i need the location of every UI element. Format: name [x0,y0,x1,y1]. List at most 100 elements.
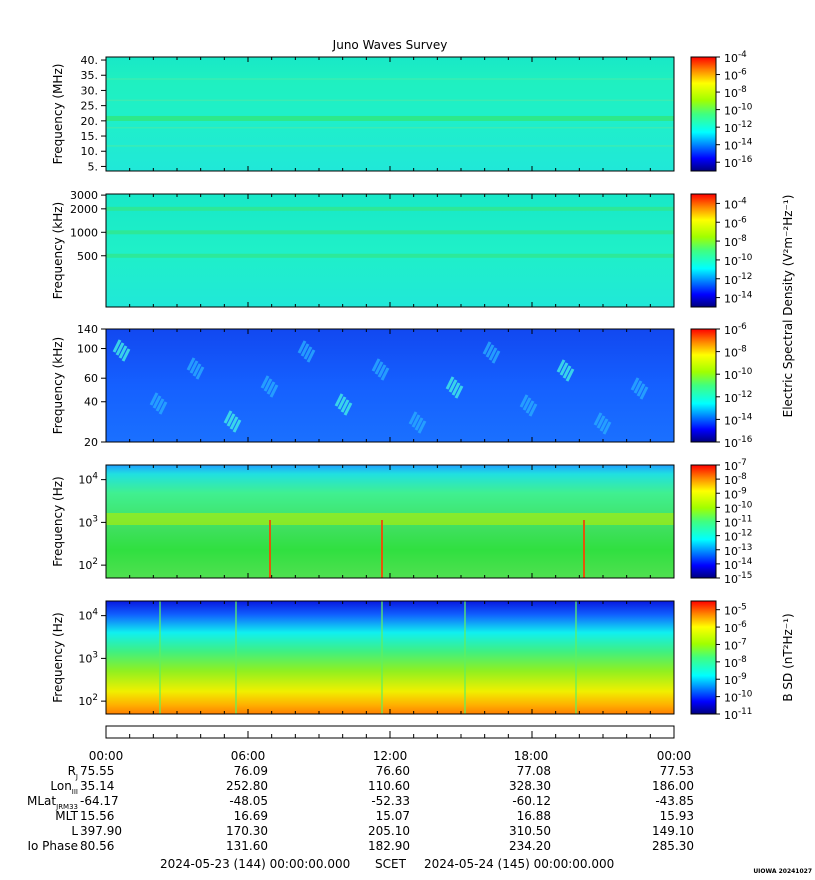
y-tick-label: 104 [78,608,98,623]
ephemeris-value: 205.10 [368,824,410,838]
ephemeris-value: 16.88 [517,809,551,823]
y-tick-label: 102 [78,557,98,572]
colorbar-tick-label: 10-12 [724,120,752,135]
y-tick-label: 2000 [70,203,98,216]
y-tick-label: 30. [81,84,99,97]
colorbar-tick-label: 10-7 [724,637,747,652]
panel-texture [112,339,649,435]
y-tick-label: 500 [77,250,98,263]
panel-heatmap [106,194,674,307]
ephemeris-value: -43.85 [655,794,694,808]
y-tick-label: 20. [81,115,99,128]
colorbar-tick-label: 10-6 [724,215,747,230]
footer-stamp: UIOWA 20241027 [753,868,812,875]
colorbar-tick-label: 10-10 [724,103,753,118]
ephemeris-row-label: RJ [68,764,78,781]
y-tick-label: 5. [88,160,99,173]
colorbar-tick-label: 10-14 [724,291,753,306]
y-axis-label: Frequency (Hz) [51,476,65,567]
colorbar-tick-label: 10-6 [724,68,747,83]
y-tick-label: 35. [81,69,99,82]
colorbar-tick-label: 10-4 [724,50,747,65]
colorbar-gradient [690,600,717,715]
colorbar-tick-label: 10-7 [724,458,747,473]
ephemeris-value: 131.60 [226,839,268,853]
ephemeris-value: 15.56 [80,809,114,823]
ephemeris-row-label: LonIII [50,779,78,796]
colorbar: 10-5 10-6 10-7 10-8 10-9 10-10 10-11 [690,600,753,722]
ephemeris-row-label: MLatJRM33 [27,794,78,811]
panel-heatmap [106,57,674,171]
ephemeris-value: 310.50 [509,824,551,838]
colorbar-gradient [690,328,717,443]
y-tick-label: 140 [77,323,98,336]
spectrogram-panel-3: 20 40 60 100 140 Frequency (kHz) 10-6 10-8 10-10… [51,322,753,450]
y-tick-label: 60 [84,372,98,385]
footer-scet: SCET [375,857,407,871]
figure-title: Juno Waves Survey [332,38,448,52]
colorbar: 10-4 10-6 10-8 10-10 10-12 10-14 [690,193,753,308]
ephemeris-value: 75.55 [80,764,114,778]
panel-texture [159,601,577,714]
y-axis-label: Frequency (kHz) [51,337,65,434]
colorbar-tick-label: 10-10 [724,500,753,515]
colorbar-tick-label: 10-8 [724,85,747,100]
y-tick-label: 15. [81,130,99,143]
colorbar-tick-label: 10-9 [724,486,747,501]
colorbar-tick-label: 10-11 [724,707,752,722]
colorbar-tick-label: 10-10 [724,367,753,382]
ephemeris-value: 170.30 [226,824,268,838]
time-label: 00:00 [89,749,124,763]
colorbar-tick-label: 10-12 [724,529,752,544]
ephemeris-value: 397.90 [80,824,122,838]
y-tick-label: 10. [81,145,99,158]
colorbar-tick-label: 10-8 [724,345,747,360]
y-tick-label: 100 [77,343,98,356]
ephemeris-row-label: Io Phase [27,839,78,853]
colorbar: 10-4 10-6 10-8 10-10 10-12 10-14 10-16 [690,50,753,172]
panel-heatmap [106,329,674,442]
ephemeris-value: 182.90 [368,839,410,853]
ephemeris-value: 35.14 [80,779,114,793]
panel-heatmap [106,601,674,714]
colorbar-tick-label: 10-13 [724,543,752,558]
colorbar-tick-label: 10-16 [724,435,753,450]
ephemeris-value: 76.09 [234,764,268,778]
colorbar: 10-6 10-8 10-10 10-12 10-14 10-16 [690,322,753,450]
ephemeris-value: 149.10 [652,824,694,838]
spectrogram-panels: 5. 10. 15. 20. 25. 30. 35. 40. Frequency (MHz) 10… [51,50,795,722]
colorbar-tick-label: 10-6 [724,620,747,635]
colorbar-tick-label: 10-5 [724,603,747,618]
colorbar-tick-label: 10-8 [724,472,747,487]
colorbar-gradient [690,56,717,172]
colorbar-tick-label: 10-6 [724,322,747,337]
y-tick-label: 40. [81,54,99,67]
shared-colorbar-label: Electric Spectral Density (V²m⁻²Hz⁻¹) [781,195,795,418]
time-label: 12:00 [373,749,408,763]
colorbar-tick-label: 10-14 [724,412,753,427]
panel-texture [106,206,674,258]
panel-texture [106,78,674,147]
y-tick-label: 3000 [70,189,98,202]
y-tick-label: 40 [84,396,98,409]
colorbar: 10-710-810-910-1010-1110-1210-1310-1410-… [690,458,753,586]
ephemeris-value: 15.07 [376,809,410,823]
ephemeris-value: 15.93 [660,809,694,823]
ephemeris-value: 234.20 [509,839,551,853]
colorbar-gradient [690,193,717,308]
ephemeris-value: -60.12 [512,794,551,808]
time-label: 06:00 [231,749,266,763]
footer-start-time: 2024-05-23 (144) 00:00:00.000 [160,857,350,871]
footer-end-time: 2024-05-24 (145) 00:00:00.000 [424,857,614,871]
ephemeris-row-label: L [71,824,78,838]
time-axis-bar [105,725,675,739]
y-tick-label: 25. [81,100,99,113]
ephemeris-value: -48.05 [229,794,268,808]
ephemeris-value: 186.00 [652,779,694,793]
spectrogram-panel-4: 102 103 104 Frequency (Hz) 10-710-810-910-10… [51,458,753,586]
y-tick-label: 103 [78,650,98,665]
y-axis-label: Frequency (MHz) [51,64,65,165]
